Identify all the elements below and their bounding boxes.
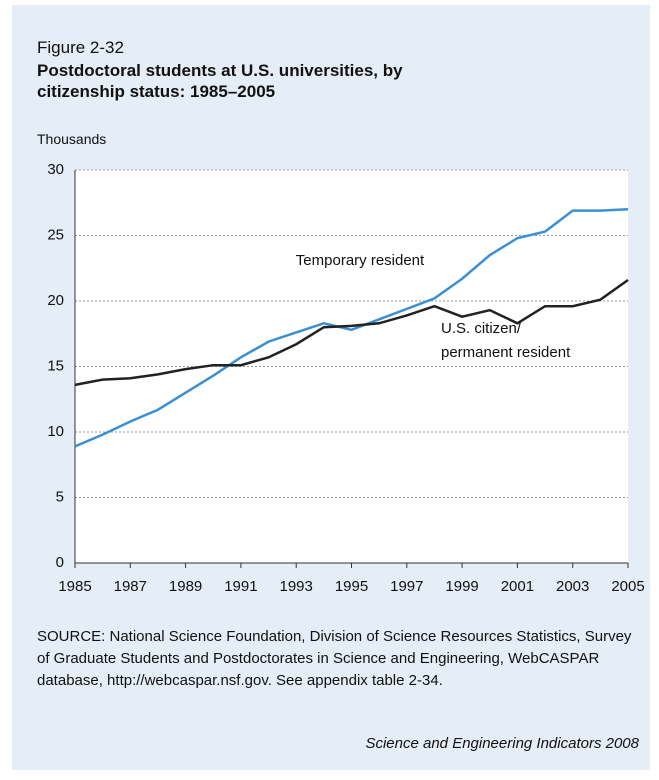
x-tick-label: 1985 bbox=[58, 578, 91, 595]
source-note: SOURCE: National Science Foundation, Div… bbox=[37, 628, 632, 689]
x-tick-label: 2005 bbox=[611, 578, 644, 595]
y-tick-label: 20 bbox=[47, 292, 64, 309]
y-tick-label: 30 bbox=[47, 161, 64, 178]
x-tick-label: 1993 bbox=[280, 578, 313, 595]
x-tick-label: 1989 bbox=[169, 578, 202, 595]
series-line bbox=[74, 279, 629, 387]
x-tick-label: 1997 bbox=[390, 578, 423, 595]
figure-label: Figure 2-32 bbox=[37, 38, 124, 57]
x-tick-label: 2001 bbox=[501, 578, 534, 595]
series-line bbox=[74, 208, 629, 448]
x-tick-label: 1987 bbox=[114, 578, 147, 595]
y-tick-label: 25 bbox=[47, 226, 64, 243]
series-label-line: permanent resident bbox=[441, 344, 571, 361]
x-tick-label: 1991 bbox=[224, 578, 257, 595]
x-tick-label: 2003 bbox=[556, 578, 589, 595]
x-tick-label: 1995 bbox=[335, 578, 368, 595]
y-tick-label: 5 bbox=[56, 488, 64, 505]
y-tick-label: 0 bbox=[56, 554, 64, 571]
series-label-line: Temporary resident bbox=[296, 252, 425, 269]
y-tick-label: 10 bbox=[47, 423, 64, 440]
credit: Science and Engineering Indicators 2008 bbox=[365, 735, 639, 752]
chart: 0 5 10 15 20 25 30 1985 1987 1989 1991 1993 1995 1997… bbox=[47, 161, 644, 595]
series-label: U.S. citizen/permanent resident bbox=[441, 320, 571, 361]
series-label-line: U.S. citizen/ bbox=[441, 320, 522, 337]
y-tick-label: 15 bbox=[47, 357, 64, 374]
y-axis-label: Thousands bbox=[37, 131, 107, 147]
series-label: Temporary resident bbox=[296, 252, 425, 269]
chart-title: Postdoctoral students at U.S. universiti… bbox=[37, 61, 403, 101]
x-tick-label: 1999 bbox=[445, 578, 478, 595]
